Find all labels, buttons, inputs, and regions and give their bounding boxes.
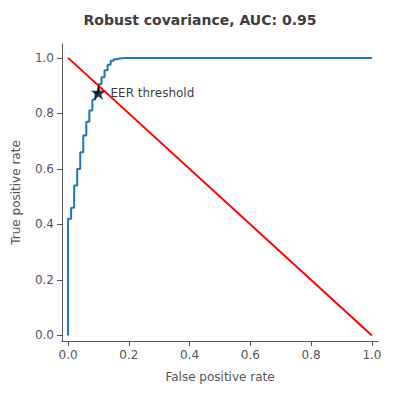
svg-text:1.0: 1.0 [362, 348, 381, 362]
svg-text:0.6: 0.6 [241, 348, 260, 362]
svg-text:0.6: 0.6 [35, 162, 54, 176]
svg-text:False positive rate: False positive rate [165, 370, 274, 384]
svg-text:1.0: 1.0 [35, 51, 54, 65]
svg-text:0.4: 0.4 [180, 348, 199, 362]
svg-text:0.8: 0.8 [35, 106, 54, 120]
svg-text:0.0: 0.0 [59, 348, 78, 362]
svg-text:Robust covariance, AUC: 0.95: Robust covariance, AUC: 0.95 [84, 12, 317, 28]
svg-text:0.2: 0.2 [119, 348, 138, 362]
svg-text:0.8: 0.8 [302, 348, 321, 362]
svg-text:0.0: 0.0 [35, 328, 54, 342]
svg-text:0.4: 0.4 [35, 217, 54, 231]
svg-text:0.2: 0.2 [35, 273, 54, 287]
svg-text:EER threshold: EER threshold [110, 86, 194, 100]
svg-text:True positive rate: True positive rate [9, 140, 23, 246]
